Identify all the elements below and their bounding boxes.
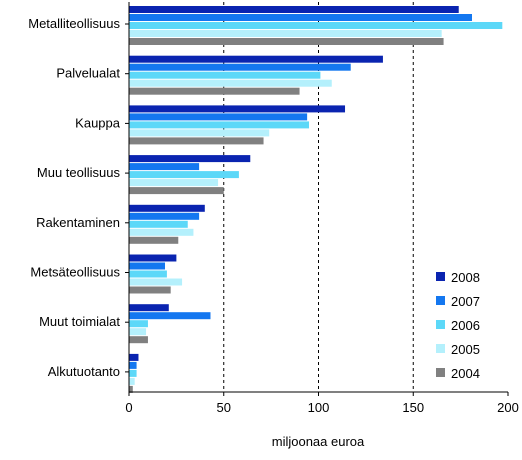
- bar-2004-4: [129, 236, 179, 244]
- bar-2004-0: [129, 38, 444, 45]
- bar-2007-0: [129, 14, 472, 21]
- legend-label-2004: 2004: [451, 366, 480, 381]
- x-tick-label: 100: [308, 400, 330, 415]
- bar-2006-0: [129, 22, 503, 29]
- bars: [129, 6, 503, 393]
- category-labels: Metalliteollisuus Palvelualat Kauppa Muu te…: [28, 16, 121, 379]
- gridlines: [223, 2, 414, 392]
- axes: [125, 2, 509, 396]
- x-tick-label: 200: [497, 400, 519, 415]
- bar-2005-4: [129, 228, 194, 236]
- bar-2008-1: [129, 55, 383, 63]
- category-label: Rakentaminen: [36, 215, 120, 230]
- bar-2004-3: [129, 187, 224, 195]
- legend-swatch-2008: [436, 272, 445, 281]
- bar-2007-1: [129, 63, 351, 71]
- category-label: Palvelualat: [56, 66, 120, 81]
- legend-label-2006: 2006: [451, 318, 480, 333]
- bar-2004-2: [129, 137, 264, 145]
- bar-2007-2: [129, 113, 308, 121]
- bar-2005-3: [129, 179, 219, 187]
- bar-2007-3: [129, 163, 200, 171]
- bar-2008-7: [129, 353, 139, 361]
- bar-2008-0: [129, 6, 459, 13]
- tick-labels: 0 50 100 150 200: [125, 400, 518, 415]
- category-label: Alkutuotanto: [48, 364, 120, 379]
- x-tick-label: 0: [125, 400, 132, 415]
- bar-2007-4: [129, 212, 200, 220]
- bar-2006-6: [129, 320, 148, 328]
- bar-2006-1: [129, 71, 321, 79]
- legend-swatch-2004: [436, 368, 445, 377]
- bar-2008-2: [129, 105, 346, 113]
- bar-2005-6: [129, 328, 147, 336]
- bar-2005-2: [129, 129, 270, 137]
- bar-2005-5: [129, 278, 183, 286]
- category-label: Metalliteollisuus: [28, 16, 120, 31]
- bar-2006-4: [129, 220, 188, 228]
- legend-label-2007: 2007: [451, 294, 480, 309]
- category-label: Kauppa: [75, 115, 121, 130]
- bar-2005-1: [129, 79, 332, 87]
- bar-2006-7: [129, 369, 137, 377]
- bar-2004-6: [129, 336, 148, 344]
- legend-swatch-2007: [436, 296, 445, 305]
- x-tick-label: 50: [217, 400, 231, 415]
- category-label: Metsäteollisuus: [30, 265, 120, 280]
- legend-swatch-2006: [436, 320, 445, 329]
- bar-2007-6: [129, 312, 211, 320]
- category-label: Muu teollisuus: [37, 165, 121, 180]
- x-axis-title: miljoonaa euroa: [272, 434, 365, 449]
- bar-2005-0: [129, 30, 442, 37]
- legend-swatch-2005: [436, 344, 445, 353]
- bar-2008-3: [129, 155, 251, 163]
- bar-2008-6: [129, 304, 169, 312]
- bar-2004-7: [129, 385, 133, 393]
- bar-2006-3: [129, 171, 239, 179]
- bar-2008-5: [129, 254, 177, 262]
- bar-2007-7: [129, 361, 137, 369]
- category-label: Muut toimialat: [39, 314, 120, 329]
- legend-label-2005: 2005: [451, 342, 480, 357]
- bar-2004-1: [129, 87, 300, 95]
- x-tick-label: 150: [402, 400, 424, 415]
- bar-2004-5: [129, 286, 171, 294]
- bar-2006-5: [129, 270, 167, 278]
- bar-2007-5: [129, 262, 166, 270]
- bar-2006-2: [129, 121, 310, 129]
- bar-2005-7: [129, 377, 135, 385]
- bar-2008-4: [129, 204, 205, 212]
- legend-label-2008: 2008: [451, 270, 480, 285]
- legend: 2008 2007 2006 2005 2004: [436, 270, 480, 381]
